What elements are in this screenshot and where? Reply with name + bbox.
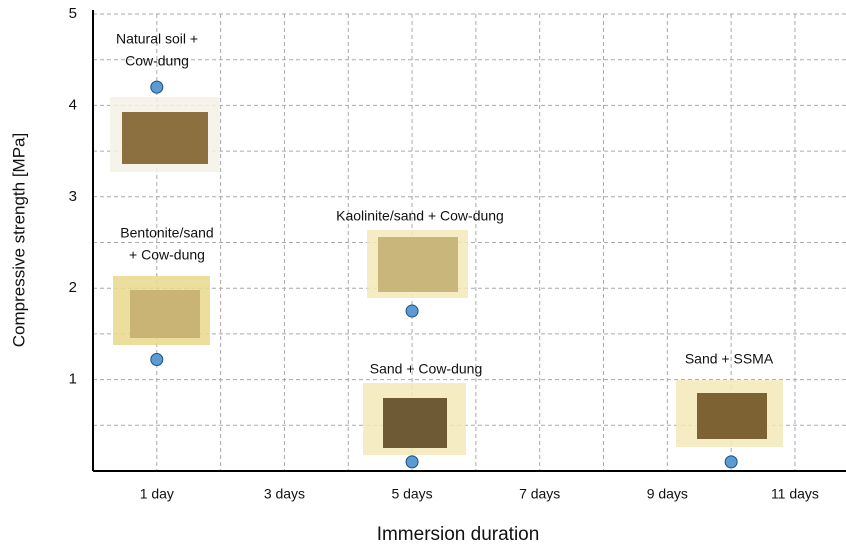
point — [724, 455, 738, 469]
x-tick-label: 7 days — [519, 486, 560, 502]
x-tick-label: 9 days — [647, 486, 688, 502]
point — [405, 304, 419, 318]
sample — [130, 290, 200, 338]
x-tick-label: 11 days — [771, 486, 819, 502]
y-tick-label: 5 — [69, 5, 77, 22]
point-label: Cow-dung — [125, 53, 189, 69]
y-tick-label: 2 — [69, 279, 77, 296]
x-axis-title: Immersion duration — [377, 524, 540, 545]
point-label: Natural soil + — [116, 31, 198, 47]
point — [150, 80, 164, 94]
point-label: Bentonite/sand — [120, 225, 213, 241]
y-axis-title: Compressive strength [MPa] — [9, 133, 28, 347]
point-label: + Cow-dung — [129, 247, 205, 263]
point-label: Sand + SSMA — [685, 351, 774, 367]
point — [405, 455, 419, 469]
y-tick-label: 3 — [69, 188, 77, 205]
x-tick-label: 3 days — [264, 486, 305, 502]
y-tick-label: 1 — [69, 371, 77, 388]
x-tick-label: 5 days — [391, 486, 432, 502]
sample — [378, 237, 458, 292]
point — [150, 352, 164, 366]
photos — [110, 97, 783, 455]
sample — [122, 112, 208, 164]
sample — [383, 398, 447, 448]
x-tick-label: 1 day — [140, 486, 174, 502]
y-tick-label: 4 — [69, 96, 77, 113]
point-label: Sand + Cow-dung — [370, 361, 482, 377]
point-label: Kaolinite/sand + Cow-dung — [336, 208, 504, 224]
sample — [697, 393, 767, 439]
